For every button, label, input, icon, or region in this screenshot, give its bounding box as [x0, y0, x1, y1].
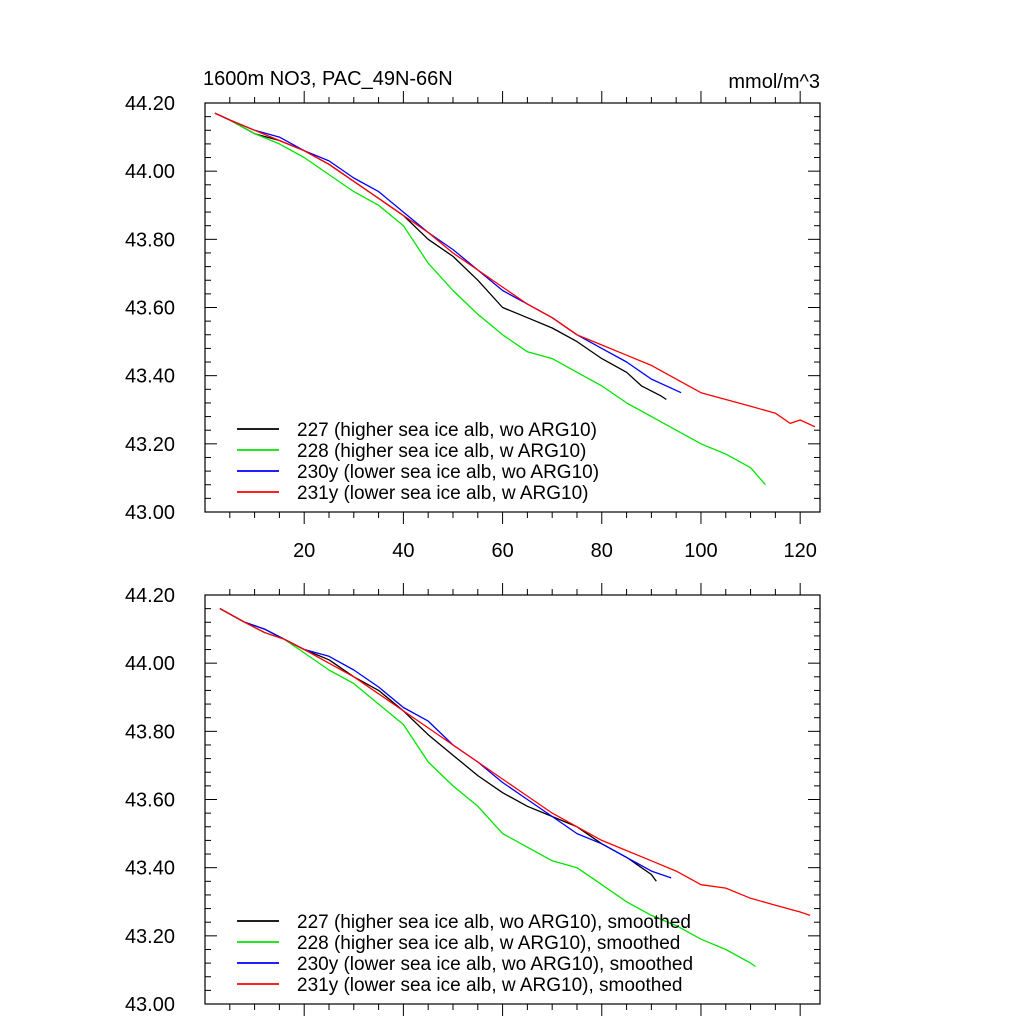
bottom-series-lines — [219, 608, 811, 968]
legend-label-1: 228 (higher sea ice alb, w ARG10) — [297, 441, 586, 462]
legend-label-3: 231y (lower sea ice alb, w ARG10), smoot… — [297, 975, 682, 996]
y-tick-label: 44.20 — [125, 585, 175, 607]
x-tick-label: 40 — [392, 540, 414, 562]
y-tick-label: 43.20 — [125, 926, 175, 948]
legend-label-1: 228 (higher sea ice alb, w ARG10), smoot… — [297, 933, 680, 954]
y-tick-label: 43.40 — [125, 858, 175, 880]
legend-label-0: 227 (higher sea ice alb, wo ARG10) — [297, 420, 597, 441]
legend-label-0: 227 (higher sea ice alb, wo ARG10), smoo… — [297, 912, 691, 933]
top-plot-frame — [204, 102, 821, 513]
series-line-3 — [214, 112, 816, 428]
x-tick-label: 120 — [783, 540, 816, 562]
series-line-1 — [219, 608, 756, 968]
y-tick-label: 43.80 — [125, 721, 175, 743]
bottom-plot-frame — [204, 594, 821, 1005]
bottom-chart-panel: 43.00 43.20 43.40 43.60 43.80 44.00 44.20 227 … — [125, 583, 821, 1016]
top-chart-panel: 1600m NO3, PAC_49N-66N mmol/m^3 43.0043.… — [125, 68, 821, 562]
x-tick-label: 60 — [491, 540, 513, 562]
top-x-tick-labels: 20 40 60 80 100 120 — [293, 540, 817, 562]
legend-label-2: 230y (lower sea ice alb, wo ARG10) — [297, 462, 599, 483]
y-tick-label: 44.20 — [125, 93, 175, 115]
series-line-2 — [214, 112, 682, 394]
legend-label-3: 231y (lower sea ice alb, w ARG10) — [297, 483, 588, 504]
bottom-y-tick-labels: 43.00 43.20 43.40 43.60 43.80 44.00 44.20 — [125, 585, 175, 1016]
y-tick-label: 43.00 — [125, 994, 175, 1016]
y-tick-label: 43.60 — [125, 298, 175, 320]
chart-title: 1600m NO3, PAC_49N-66N — [203, 68, 453, 90]
y-tick-label: 44.00 — [125, 161, 175, 183]
top-legend: 227 (higher sea ice alb, wo ARG10)228 (h… — [237, 420, 599, 504]
series-line-3 — [219, 608, 811, 917]
y-tick-label: 43.40 — [125, 366, 175, 388]
y-tick-label: 43.80 — [125, 229, 175, 251]
x-tick-label: 80 — [591, 540, 613, 562]
y-tick-label: 43.20 — [125, 434, 175, 456]
series-line-0 — [214, 112, 667, 401]
y-tick-label: 44.00 — [125, 653, 175, 675]
top-y-tick-labels: 43.00 43.20 43.40 43.60 43.80 44.00 44.20 — [125, 93, 175, 524]
units-label: mmol/m^3 — [728, 71, 820, 93]
y-tick-label: 43.60 — [125, 790, 175, 812]
series-line-2 — [219, 608, 672, 879]
legend-label-2: 230y (lower sea ice alb, wo ARG10), smoo… — [297, 954, 693, 975]
series-line-1 — [214, 112, 766, 486]
y-tick-label: 43.00 — [125, 502, 175, 524]
bottom-legend: 227 (higher sea ice alb, wo ARG10), smoo… — [237, 912, 693, 996]
x-tick-label: 20 — [293, 540, 315, 562]
x-tick-label: 100 — [684, 540, 717, 562]
series-line-0 — [219, 608, 657, 882]
top-series-lines — [214, 112, 816, 486]
